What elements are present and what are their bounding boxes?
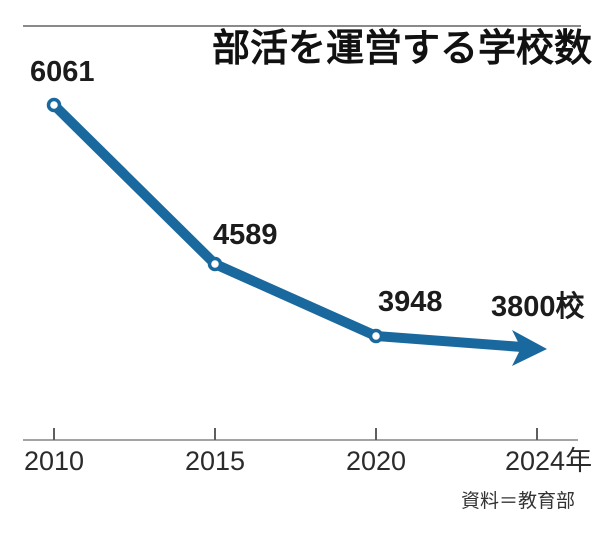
x-tick-label-2024: 2024年 <box>505 446 593 476</box>
x-tick-label-2015: 2015 <box>184 446 246 476</box>
data-point-marker-2010 <box>46 97 62 113</box>
data-point-marker-2020 <box>368 328 384 344</box>
x-tick-label-2010: 2010 <box>23 446 85 476</box>
x-tick-label-2020: 2020 <box>345 446 407 476</box>
source-note: 資料＝教育部 <box>460 491 575 512</box>
value-label-2015: 4589 <box>213 219 278 251</box>
value-label-2020: 3948 <box>378 286 443 318</box>
chart-title: 部活を運営する学校数 <box>211 28 592 70</box>
top-rule-divider <box>23 25 581 27</box>
value-label-2010: 6061 <box>30 56 95 88</box>
arrowhead-icon <box>512 330 547 366</box>
data-point-markers <box>46 97 384 344</box>
x-axis-ticks <box>53 428 538 440</box>
trend-line <box>50 101 523 352</box>
value-label-2024: 3800校 <box>491 291 585 323</box>
data-point-marker-2015 <box>207 256 223 272</box>
